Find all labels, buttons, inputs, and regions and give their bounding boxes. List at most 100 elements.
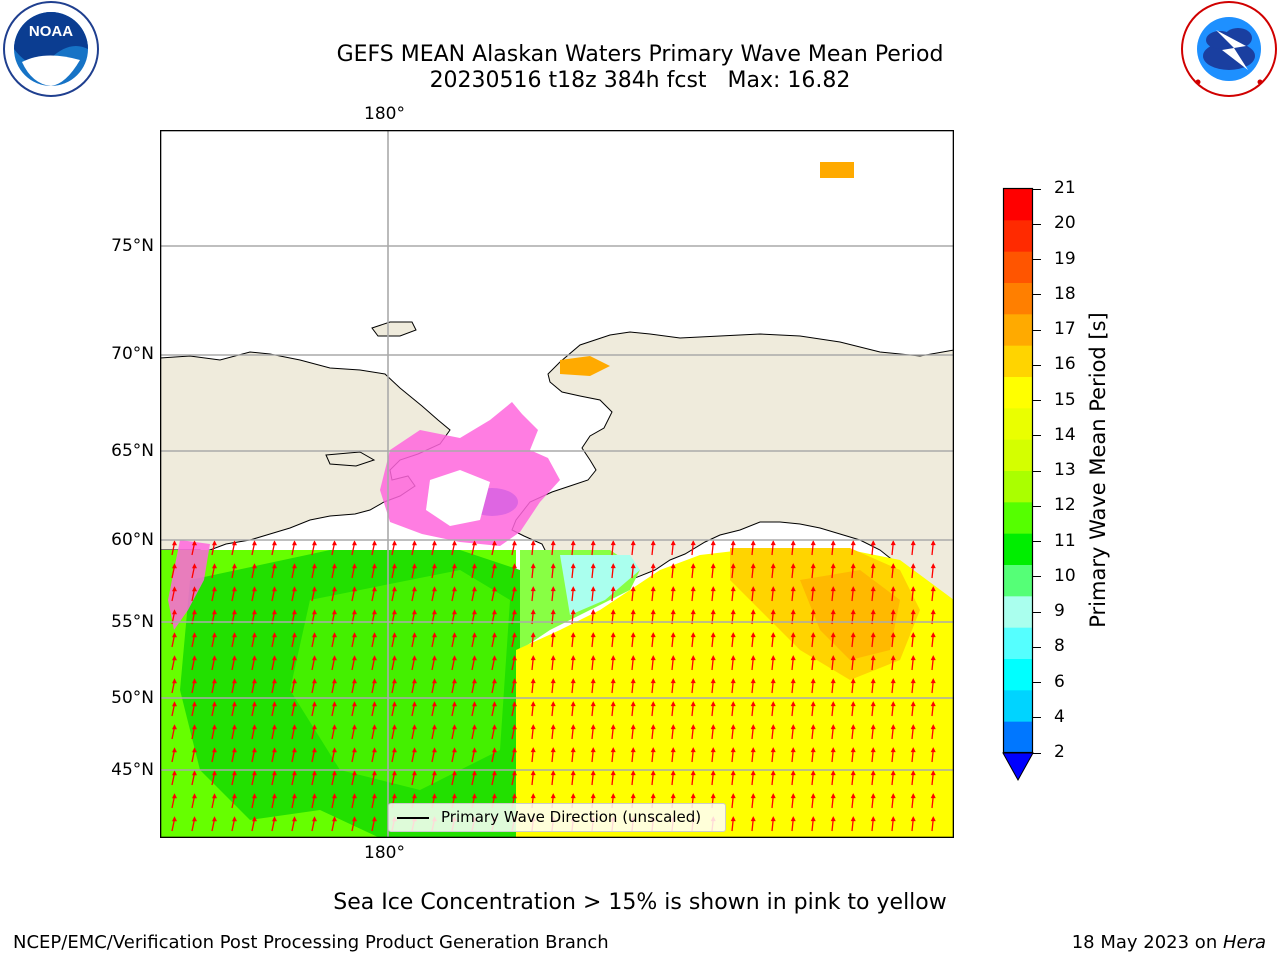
wave-arrow-head [251,563,257,569]
wave-arrow-head [391,563,397,569]
wave-arrow-head [351,540,357,546]
wave-arrow-head [351,770,357,776]
wave-arrow-head [451,655,457,661]
colorbar-tick-label: 12 [1054,495,1076,516]
wave-arrow-head [271,724,277,730]
wave-arrow-head [291,793,297,799]
wave-arrow-head [670,632,676,638]
wave-arrow-head [930,632,936,638]
wave-arrow-head [191,747,197,753]
wave-arrow-head [451,747,457,753]
wave-arrow-head [471,678,477,684]
noaa-logo: NOAA [3,1,99,97]
wave-arrow-head [590,678,596,684]
wave-arrow-head [431,747,437,753]
wave-arrow-head [790,563,796,569]
wave-arrow-head [431,609,437,615]
colorbar-tick-label: 11 [1054,530,1076,551]
wave-arrow-head [690,701,696,707]
wave-arrow-head [431,563,437,569]
colorbar-tick-mark [1033,400,1041,401]
wave-arrow-head [750,563,756,569]
wave-arrow-head [550,632,556,638]
wave-arrow-head [391,678,397,684]
wave-arrow-head [690,563,696,569]
colorbar-segment [1003,283,1033,315]
wave-arrow-head [930,793,936,799]
wave-arrow-head [670,563,676,569]
wave-arrow-head [291,632,297,638]
land-wrangel [371,321,417,337]
wave-arrow-head [411,609,417,615]
wave-arrow-head [271,793,277,799]
wave-arrow-head [431,632,437,638]
wave-arrow-head [550,540,556,546]
wave-arrow-head [211,678,217,684]
wave-arrow-head [491,563,497,569]
wave-arrow-head [231,747,237,753]
wave-arrow-head [231,655,237,661]
wave-arrow-head [930,586,936,592]
wave-arrow-head [790,747,796,753]
wave-arrow-head [810,724,816,730]
legend-line-swatch [397,817,429,819]
wave-arrow-head [890,747,896,753]
wave-arrow-head [730,540,736,546]
wave-arrow-head [451,678,457,684]
wave-arrow-head [910,701,916,707]
wave-arrow-head [231,609,237,615]
wave-arrow-head [391,793,397,799]
wave-arrow-head [710,655,716,661]
wave-arrow-head [331,770,337,776]
wave-arrow-head [311,540,317,546]
wave-arrow-head [530,701,536,707]
wave-arrow-head [530,678,536,684]
wave-arrow-head [491,655,497,661]
wave-arrow-head [650,701,656,707]
wave-arrow-head [331,793,337,799]
wave-arrow-head [790,540,796,546]
wave-arrow-head [830,563,836,569]
map-subtitle: 20230516 t18z 384h fcst Max: 16.82 [0,67,1280,95]
colorbar-segment [1003,189,1033,221]
wave-arrow-head [311,678,317,684]
colorbar-tick-label: 16 [1054,354,1076,375]
wave-arrow-head [171,632,177,638]
colorbar-segment [1003,377,1033,409]
wave-arrow-head [171,770,177,776]
wave-arrow-head [471,609,477,615]
wave-arrow-head [770,770,776,776]
wave-arrow-head [311,632,317,638]
wave-arrow-head [670,701,676,707]
wave-arrow-head [291,586,297,592]
wave-arrow-head [750,540,756,546]
wave-arrow-head [271,678,277,684]
wave-arrow-head [511,724,517,730]
wave-arrow-head [850,632,856,638]
wave-arrow-head [530,540,536,546]
wave-arrow-head [750,724,756,730]
wave-arrow-head [930,724,936,730]
wave-arrow-head [630,655,636,661]
wave-arrow-head [690,747,696,753]
wave-arrow-head [810,632,816,638]
colorbar-tick-label: 10 [1054,565,1076,586]
wave-arrow-head [810,655,816,661]
wave-arrow-head [211,793,217,799]
colorbar-tick-mark [1033,611,1041,613]
wave-arrow-head [191,609,197,615]
colorbar-label: Primary Wave Mean Period [s] [1086,312,1110,628]
footer-date-text: 18 May 2023 on [1071,932,1223,953]
noaa-logo-text: NOAA [29,23,73,40]
wave-arrow-head [451,632,457,638]
wave-arrow-head [710,563,716,569]
colorbar-segment [1003,659,1033,691]
colorbar-tick-mark [1033,470,1041,472]
wave-arrow-head [351,724,357,730]
colorbar-tick-mark [1033,682,1041,683]
wave-arrow-head [910,747,916,753]
colorbar-tick-mark [1033,541,1041,542]
wave-arrow-head [331,816,337,822]
wave-arrow-head [231,793,237,799]
wave-arrow-head [191,770,197,776]
